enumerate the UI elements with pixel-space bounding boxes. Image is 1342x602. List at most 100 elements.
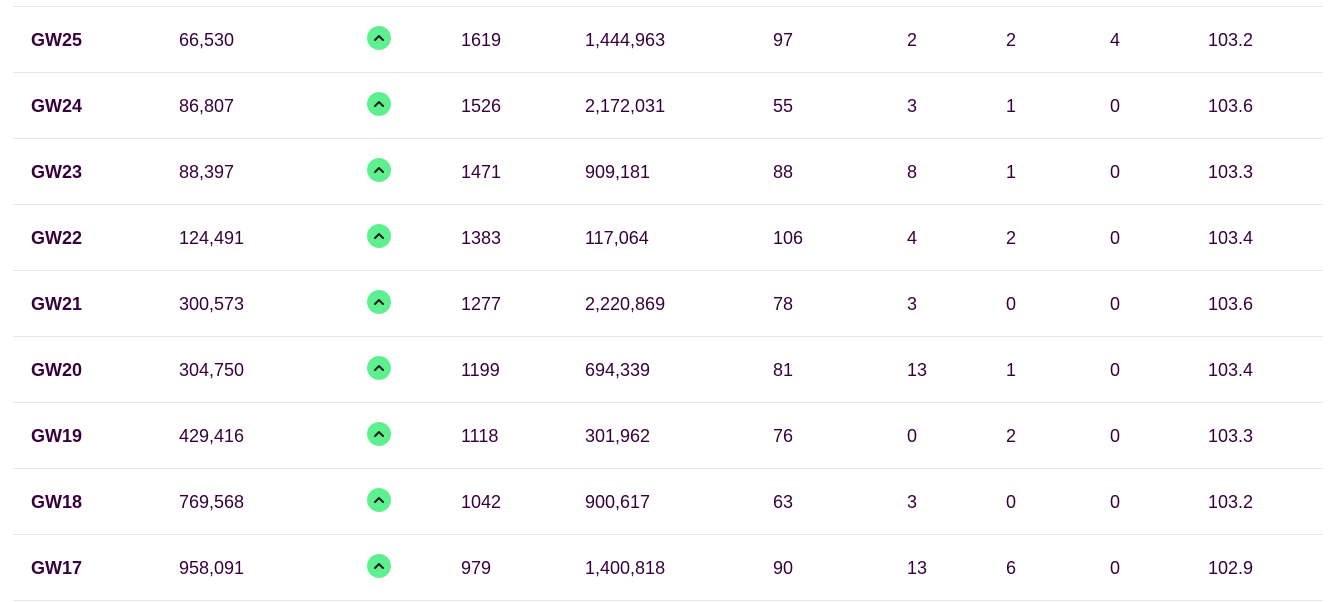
gw-points-cell: 97 xyxy=(773,30,794,50)
chevron-up-icon xyxy=(367,422,391,446)
value-cell: 103.6 xyxy=(1208,294,1254,314)
gw-points-cell: 88 xyxy=(773,162,794,182)
cost-cell: 0 xyxy=(1110,228,1121,248)
bench-cell: 6 xyxy=(1006,558,1017,578)
gw-points-cell: 106 xyxy=(773,228,804,248)
table-row: GW24 86,807 1526 2,172,031 55 3 1 0 103.… xyxy=(13,73,1323,139)
movement-cell xyxy=(367,469,393,534)
points-cell: 1471 xyxy=(461,162,502,182)
chevron-up-icon xyxy=(367,224,391,248)
movement-cell xyxy=(367,271,393,336)
gameweek-history-table: GW25 66,530 1619 1,444,963 97 2 2 4 103.… xyxy=(13,6,1323,601)
transfers-cell: 0 xyxy=(907,426,918,446)
movement-cell xyxy=(367,73,393,138)
table-row: GW18 769,568 1042 900,617 63 3 0 0 103.2 xyxy=(13,469,1323,535)
value-cell: 103.2 xyxy=(1208,492,1254,512)
transfers-cell: 3 xyxy=(907,294,918,314)
transfers-cell: 13 xyxy=(907,360,928,380)
transfers-cell: 8 xyxy=(907,162,918,182)
overall-cell: 909,181 xyxy=(585,162,651,182)
gw-points-cell: 81 xyxy=(773,360,794,380)
rank-cell: 304,750 xyxy=(179,360,245,380)
value-cell: 103.4 xyxy=(1208,228,1254,248)
table-row: GW23 88,397 1471 909,181 88 8 1 0 103.3 xyxy=(13,139,1323,205)
chevron-up-icon xyxy=(367,92,391,116)
rank-cell: 124,491 xyxy=(179,228,245,248)
gw-points-cell: 63 xyxy=(773,492,794,512)
overall-cell: 2,220,869 xyxy=(585,294,666,314)
gw-points-cell: 90 xyxy=(773,558,794,578)
overall-cell: 900,617 xyxy=(585,492,651,512)
cost-cell: 0 xyxy=(1110,360,1121,380)
movement-cell xyxy=(367,337,393,402)
bench-cell: 0 xyxy=(1006,492,1017,512)
chevron-up-icon xyxy=(367,488,391,512)
rank-cell: 429,416 xyxy=(179,426,245,446)
points-cell: 1383 xyxy=(461,228,502,248)
gw-points-cell: 78 xyxy=(773,294,794,314)
points-cell: 1277 xyxy=(461,294,502,314)
overall-cell: 694,339 xyxy=(585,360,651,380)
movement-cell xyxy=(367,403,393,468)
cost-cell: 0 xyxy=(1110,294,1121,314)
value-cell: 103.2 xyxy=(1208,30,1254,50)
bench-cell: 2 xyxy=(1006,426,1017,446)
movement-cell xyxy=(367,205,393,270)
chevron-up-icon xyxy=(367,554,391,578)
rank-cell: 88,397 xyxy=(179,162,235,182)
transfers-cell: 3 xyxy=(907,96,918,116)
value-cell: 103.4 xyxy=(1208,360,1254,380)
rank-cell: 300,573 xyxy=(179,294,245,314)
points-cell: 979 xyxy=(461,558,492,578)
gameweek-cell: GW18 xyxy=(31,492,83,512)
rank-cell: 769,568 xyxy=(179,492,245,512)
chevron-up-icon xyxy=(367,290,391,314)
points-cell: 1042 xyxy=(461,492,502,512)
table-row: GW25 66,530 1619 1,444,963 97 2 2 4 103.… xyxy=(13,7,1323,73)
bench-cell: 2 xyxy=(1006,228,1017,248)
gameweek-cell: GW17 xyxy=(31,558,83,578)
gw-points-cell: 55 xyxy=(773,96,794,116)
transfers-cell: 3 xyxy=(907,492,918,512)
cost-cell: 0 xyxy=(1110,492,1121,512)
cost-cell: 4 xyxy=(1110,30,1121,50)
table-row: GW19 429,416 1118 301,962 76 0 2 0 103.3 xyxy=(13,403,1323,469)
rank-cell: 958,091 xyxy=(179,558,245,578)
points-cell: 1118 xyxy=(461,426,499,446)
gameweek-cell: GW19 xyxy=(31,426,83,446)
points-cell: 1619 xyxy=(461,30,502,50)
value-cell: 103.6 xyxy=(1208,96,1254,116)
table-row: GW22 124,491 1383 117,064 106 4 2 0 103.… xyxy=(13,205,1323,271)
bench-cell: 2 xyxy=(1006,30,1017,50)
chevron-up-icon xyxy=(367,26,391,50)
transfers-cell: 2 xyxy=(907,30,918,50)
overall-cell: 1,400,818 xyxy=(585,558,666,578)
overall-cell: 117,064 xyxy=(585,228,649,248)
gw-points-cell: 76 xyxy=(773,426,794,446)
gameweek-cell: GW24 xyxy=(31,96,83,116)
cost-cell: 0 xyxy=(1110,162,1121,182)
cost-cell: 0 xyxy=(1110,96,1121,116)
bench-cell: 1 xyxy=(1006,162,1017,182)
movement-cell xyxy=(367,7,393,72)
value-cell: 103.3 xyxy=(1208,162,1254,182)
points-cell: 1526 xyxy=(461,96,502,116)
bench-cell: 0 xyxy=(1006,294,1017,314)
transfers-cell: 13 xyxy=(907,558,928,578)
overall-cell: 2,172,031 xyxy=(585,96,666,116)
points-cell: 1199 xyxy=(461,360,500,380)
rank-cell: 66,530 xyxy=(179,30,235,50)
movement-cell xyxy=(367,139,393,204)
overall-cell: 1,444,963 xyxy=(585,30,666,50)
gameweek-cell: GW25 xyxy=(31,30,83,50)
table-row: GW21 300,573 1277 2,220,869 78 3 0 0 103… xyxy=(13,271,1323,337)
cost-cell: 0 xyxy=(1110,426,1121,446)
overall-cell: 301,962 xyxy=(585,426,651,446)
gameweek-cell: GW21 xyxy=(31,294,83,314)
value-cell: 103.3 xyxy=(1208,426,1254,446)
table-row: GW20 304,750 1199 694,339 81 13 1 0 103.… xyxy=(13,337,1323,403)
gameweek-cell: GW23 xyxy=(31,162,83,182)
value-cell: 102.9 xyxy=(1208,558,1254,578)
gameweek-cell: GW20 xyxy=(31,360,83,380)
chevron-up-icon xyxy=(367,356,391,380)
